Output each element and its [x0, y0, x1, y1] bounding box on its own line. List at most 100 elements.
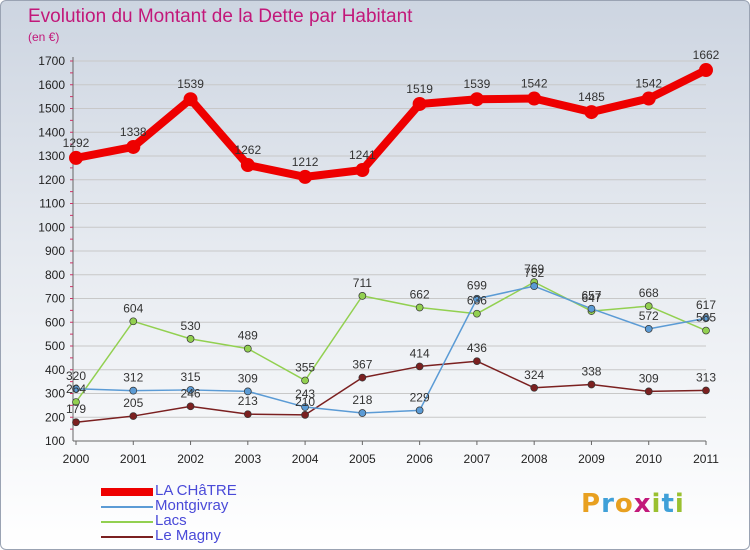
- data-point: [473, 294, 481, 303]
- data-label: 338: [581, 364, 601, 378]
- data-point: [301, 411, 309, 419]
- data-label: 1338: [120, 125, 147, 139]
- data-label: 309: [639, 371, 659, 385]
- data-label: 1662: [693, 48, 720, 62]
- data-label: 1542: [635, 77, 662, 91]
- y-tick-label: 1000: [38, 220, 65, 234]
- data-point: [415, 406, 424, 415]
- y-tick-label: 300: [45, 387, 65, 401]
- legend-swatch-la-chatre: [101, 488, 153, 496]
- data-point: [186, 335, 195, 343]
- data-point: [702, 326, 710, 335]
- data-point: [72, 398, 80, 406]
- data-point: [243, 410, 252, 419]
- logo-letter: o: [614, 489, 634, 519]
- y-tick-label: 1300: [38, 149, 65, 163]
- y-tick-label: 400: [45, 363, 65, 377]
- data-point: [358, 373, 367, 382]
- data-label: 647: [581, 291, 601, 305]
- x-tick-label: 2011: [693, 452, 719, 466]
- data-label: 1485: [578, 90, 605, 104]
- x-tick-label: 2002: [177, 452, 204, 466]
- data-label: 1539: [464, 77, 491, 91]
- data-label: 1519: [406, 82, 433, 96]
- data-label: 313: [696, 370, 716, 384]
- data-point: [240, 158, 255, 173]
- data-label: 320: [66, 369, 86, 383]
- data-label: 699: [467, 279, 487, 293]
- y-tick-label: 1100: [39, 197, 65, 211]
- data-label: 617: [696, 298, 716, 312]
- chart-subtitle: (en €): [28, 30, 60, 44]
- data-point: [644, 302, 653, 310]
- chart-title: Evolution du Montant de la Dette par Hab…: [28, 6, 413, 27]
- x-tick-label: 2000: [63, 452, 90, 466]
- data-label: 367: [352, 358, 372, 372]
- x-tick-label: 2005: [349, 452, 376, 466]
- legend-label-la-chatre: LA CHâTRE: [155, 482, 237, 499]
- data-label: 1262: [234, 143, 261, 157]
- data-label: 205: [123, 396, 143, 410]
- data-point: [644, 325, 653, 333]
- data-label: 769: [524, 262, 544, 276]
- data-point: [358, 292, 367, 300]
- data-point: [301, 376, 309, 385]
- data-point: [72, 418, 80, 427]
- data-label: 1241: [349, 148, 376, 162]
- legend-label-le-magny: Le Magny: [155, 527, 221, 544]
- data-point: [243, 344, 252, 353]
- data-label: 1292: [63, 136, 90, 150]
- data-point: [702, 386, 710, 395]
- data-label: 565: [696, 311, 716, 325]
- data-point: [527, 91, 542, 106]
- x-tick-label: 2004: [292, 452, 319, 466]
- x-tick-label: 2003: [234, 452, 261, 466]
- y-tick-label: 1600: [38, 78, 65, 92]
- data-label: 436: [467, 341, 487, 355]
- data-point: [587, 304, 596, 313]
- data-label: 179: [66, 402, 86, 416]
- data-label: 324: [524, 368, 544, 382]
- data-label: 604: [123, 301, 143, 315]
- y-tick-label: 800: [45, 268, 65, 282]
- data-point: [415, 362, 424, 371]
- data-label: 1539: [177, 77, 204, 91]
- logo-letter: i: [674, 489, 685, 519]
- data-point: [69, 150, 83, 165]
- data-point: [72, 384, 80, 393]
- data-point: [243, 387, 252, 396]
- x-tick-label: 2006: [406, 452, 433, 466]
- logo-letter: i: [651, 489, 662, 519]
- y-tick-label: 600: [45, 315, 65, 329]
- data-point: [355, 163, 370, 178]
- x-tick-label: 2010: [635, 452, 662, 466]
- data-point: [129, 412, 138, 420]
- series-line-2: [75, 281, 707, 403]
- data-point: [186, 386, 195, 394]
- logo-letter: r: [601, 489, 615, 519]
- data-label: 315: [181, 370, 201, 384]
- data-point: [129, 317, 138, 326]
- legend-label-lacs: Lacs: [155, 512, 187, 529]
- y-tick-label: 500: [45, 339, 65, 353]
- data-label: 662: [410, 288, 430, 302]
- data-label: 711: [353, 276, 372, 290]
- data-point: [186, 402, 195, 411]
- data-point: [412, 96, 427, 111]
- data-point: [126, 139, 141, 154]
- data-point: [129, 386, 138, 395]
- data-point: [702, 314, 710, 323]
- data-point: [644, 387, 653, 396]
- data-point: [699, 63, 713, 78]
- data-label: 1212: [292, 155, 319, 169]
- y-tick-label: 1400: [38, 125, 65, 139]
- data-label: 213: [238, 394, 258, 408]
- x-tick-label: 2001: [120, 452, 147, 466]
- y-tick-label: 100: [45, 434, 65, 448]
- logo-letter: x: [633, 489, 652, 519]
- data-label: 210: [295, 395, 315, 409]
- data-point: [358, 409, 367, 417]
- legend-label-montgivray: Montgivray: [155, 497, 229, 514]
